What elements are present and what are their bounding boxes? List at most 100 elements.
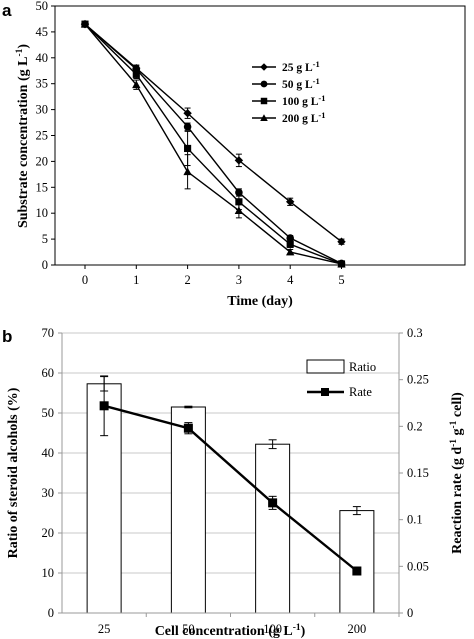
panel-a-x-axis-title: Time (day) [227,294,293,309]
panel-a-legend-superscript: -1 [313,59,320,69]
panel-b-y2-tick-label: 0.2 [407,419,423,433]
panel-a-plot-frame [54,5,466,266]
panel-a-legend-label: 25 g L-1 [282,59,320,74]
panel-a-x-tick-label: 3 [236,273,242,287]
panel-a-data-point [235,198,243,206]
panel-a-x-tick-label: 4 [287,273,294,287]
panel-b-ratio-bar [255,443,291,614]
panel-a-letter: a [2,1,12,20]
panel-b-x-tick-label: 50 [182,622,195,636]
panel-a-legend-marker [260,63,268,71]
panel-b-y-tick-label: 30 [42,486,55,500]
panel-b-letter: b [2,327,12,346]
panel-a-legend-marker [260,80,268,88]
panel-b-legend-rate-label: Rate [349,385,372,399]
panel-a-y-tick-label: 50 [36,0,49,13]
panel-b-y2-tick-label: 0 [407,606,413,620]
panel-a-y-axis: 0 5 10 15 20 25 30 35 40 45 50 [36,0,55,272]
panel-a-legend-superscript: -1 [313,76,320,86]
panel-a-legend-label: 50 g L-1 [282,76,320,91]
panel-a-data-point [132,80,141,89]
panel-b-y-tick-label: 40 [42,446,55,460]
panel-b-rate-series-line [103,404,358,572]
panel-b-y-tick-label: 50 [42,406,55,420]
panel-b-legend: Ratio Rate [306,359,376,399]
panel-a-legend-label: 100 g L-1 [282,93,326,108]
panel-a-data-point [286,197,295,207]
panel-b-y-tick-label: 0 [48,606,54,620]
panel-b-x-axis: 25 50 100 200 [98,613,400,636]
panel-b-rate-line [99,375,362,576]
panel-b-x-tick-label: 25 [98,622,111,636]
panel-a-data-point [234,156,244,165]
panel-b-y2-tick-label: 0.25 [407,373,429,387]
panel-b-x-axis-title: Cell concentration (g L-1) [155,623,306,639]
panel-a-legend-name: 50 g L [282,79,313,91]
panel-b-y2-tick-label: 0.15 [407,466,429,480]
panel-b-y-axis-title: Ratio of steroid alcohols (%) [6,387,21,558]
panel-a-series-line [84,23,342,265]
panel-a-legend-name: 200 g L [282,113,319,125]
panel-b-rate-data-point [183,423,193,433]
panel-a-x-tick-label: 5 [338,273,344,287]
panel-a-legend-superscript: -1 [318,110,325,120]
panel-b-legend-ratio-label: Ratio [349,360,376,374]
panel-a-data-point [337,259,346,268]
panel-a-series-group [80,19,346,268]
panel-a-y-tick-label: 15 [36,180,49,194]
panel-a-legend-superscript: -1 [318,93,325,103]
panel-b-y2-axis-title: Reaction rate (g d-1 g-1 cell) [449,392,465,554]
panel-a-x-tick-label: 2 [184,273,190,287]
panel-a-x-tick-label: 1 [133,273,139,287]
panel-a-data-point [286,234,294,242]
panel-a-data-point [337,237,346,246]
panel-a-y-tick-label: 35 [36,77,49,91]
panel-a-y-tick-label: 45 [36,25,49,39]
panel-b-ratio-bar [170,406,206,614]
panel-a-data-point [184,144,192,153]
panel-a-y-tick-label: 25 [36,129,49,143]
panel-b-y2-axis: 0 0.05 0.1 0.15 0.2 0.25 0.3 [399,326,429,620]
panel-a-data-point [286,240,294,248]
panel-a-y-tick-label: 20 [36,154,49,168]
panel-a-legend-marker [260,114,268,122]
panel-a-data-point [234,206,244,214]
panel-b-y2-tick-label: 0.3 [407,326,423,340]
panel-b-y-tick-label: 10 [42,566,55,580]
panel-a-data-point [80,19,90,28]
panel-a-y-axis-title: Substrate concentration (g L-1) [15,44,31,228]
panel-a-legend-name: 25 g L [282,62,313,74]
panel-b-y-tick-label: 20 [42,526,55,540]
panel-a-series-line [84,23,342,265]
panel-a-data-point [183,167,192,176]
panel-b-chart: b 0 10 20 30 40 50 60 70 0 0.05 0.1 0.15 0.2 0.25 0.3… [2,326,465,639]
panel-b-rate-data-point [99,401,109,411]
panel-b-y2-tick-label: 0.05 [407,559,429,573]
panel-a-y-tick-label: 40 [36,51,49,65]
panel-a-y-tick-label: 0 [42,258,48,272]
panel-a-series-line [84,23,342,265]
panel-a-data-point [286,247,295,256]
panel-a-x-axis: 0 1 2 3 4 5 [82,265,345,287]
panel-a-x-tick-label: 0 [82,273,88,287]
panel-b-legend-line-marker [321,388,329,396]
panel-b-rate-data-point [352,566,362,576]
panel-a-data-point [183,109,192,118]
panel-a-legend-name: 100 g L [282,96,319,108]
panel-a-y-tick-label: 30 [36,103,49,117]
panel-b-y2-tick-label: 0.1 [407,513,423,527]
panel-b-y-tick-label: 70 [42,326,55,340]
panel-b-rate-data-point [268,498,278,508]
panel-b-y-tick-label: 60 [42,366,55,380]
panel-b-legend-bar-swatch [306,359,345,374]
panel-a-data-point [132,70,140,78]
panel-b-x-tick-label: 100 [263,622,282,636]
panel-b-x-tick-label: 200 [348,622,367,636]
panel-a-legend-marker [260,97,268,105]
panel-a-y-tick-label: 5 [42,232,48,246]
panel-a-data-point [183,122,192,131]
panel-b-y-axis: 0 10 20 30 40 50 60 70 [42,326,62,620]
